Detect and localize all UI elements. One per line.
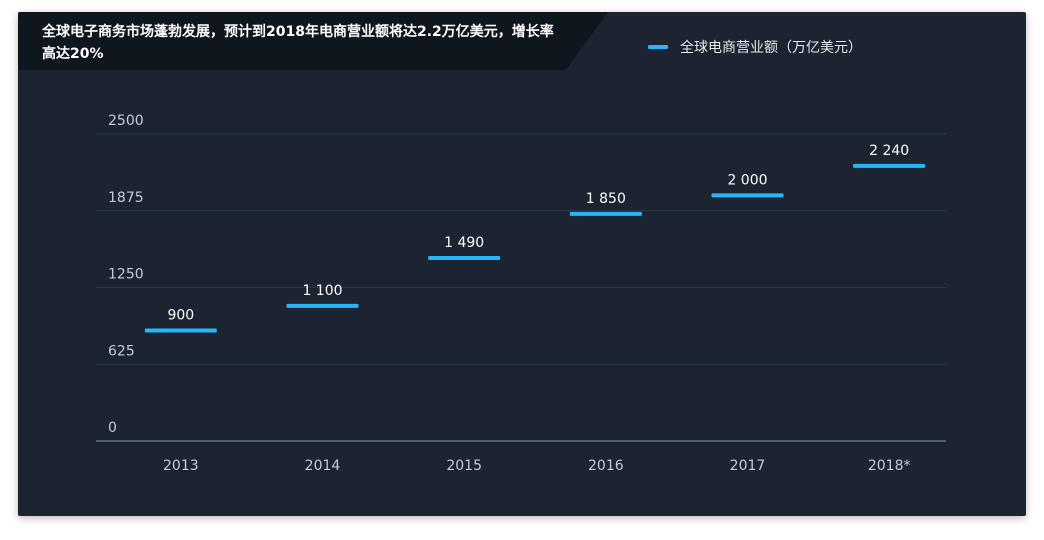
bar-marker — [711, 193, 784, 198]
bar-marker — [144, 328, 217, 333]
data-label: 1 490 — [444, 235, 484, 251]
y-tick-label: 1250 — [108, 267, 144, 283]
bar-marker — [853, 163, 926, 168]
legend-swatch — [648, 45, 668, 49]
data-label: 1 850 — [586, 191, 626, 207]
x-tick-label: 2016 — [588, 458, 624, 474]
data-label: 900 — [167, 307, 194, 323]
x-tick-label: 2015 — [446, 458, 482, 474]
chart-card: 全球电子商务市场蓬勃发展，预计到2018年电商营业额将达2.2万亿美元，增长率高… — [18, 12, 1026, 516]
legend: 全球电商营业额（万亿美元） — [648, 37, 862, 57]
y-tick-label: 1875 — [108, 190, 144, 206]
legend-label: 全球电商营业额（万亿美元） — [680, 40, 862, 56]
bar-marker — [428, 256, 501, 261]
x-tick-label: 2014 — [305, 458, 341, 474]
title-band — [18, 12, 608, 70]
data-label: 2 000 — [727, 172, 767, 188]
chart-title: 全球电子商务市场蓬勃发展，预计到2018年电商营业额将达2.2万亿美元，增长率高… — [42, 24, 554, 62]
bar-marker — [569, 211, 642, 216]
y-tick-label: 0 — [108, 420, 117, 436]
data-label: 2 240 — [869, 143, 909, 159]
x-tick-label: 2017 — [730, 458, 766, 474]
y-tick-label: 2500 — [108, 113, 144, 129]
x-tick-label: 2018* — [868, 458, 911, 474]
x-tick-label: 2013 — [163, 458, 199, 474]
data-label: 1 100 — [302, 283, 342, 299]
y-tick-label: 625 — [108, 343, 135, 359]
chart-plot: 0 625 1250 1875 2500 900 2013 1 100 2014 1 490 201… — [96, 113, 946, 474]
bar-marker — [286, 303, 359, 308]
